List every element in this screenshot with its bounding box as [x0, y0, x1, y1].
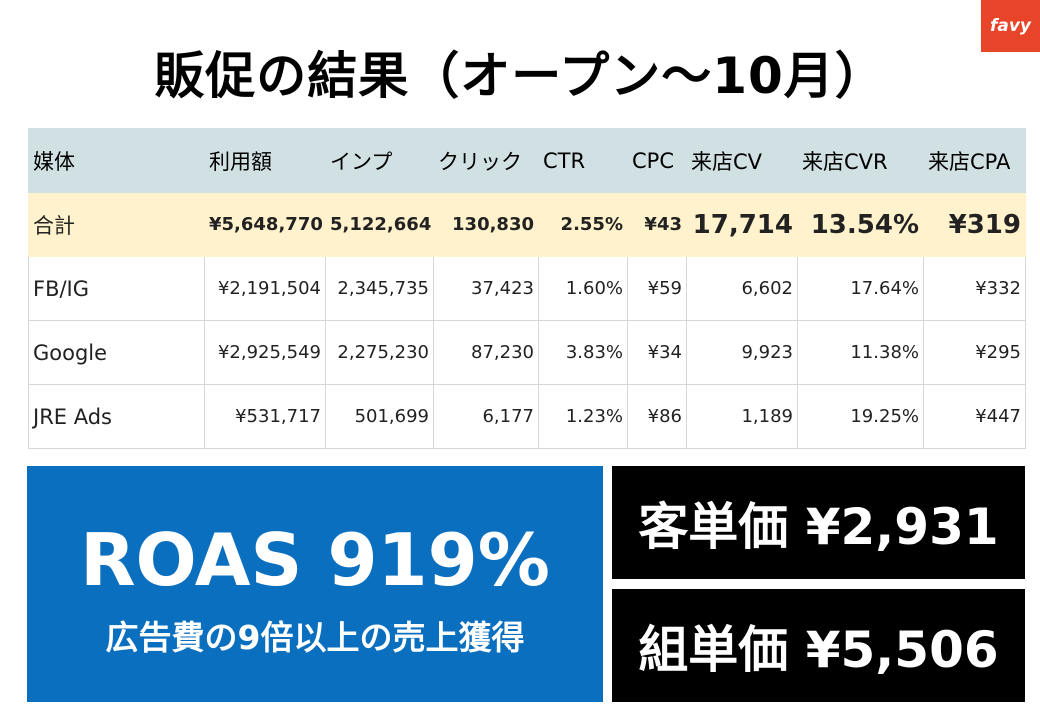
row-cpc: ¥34 [627, 320, 687, 385]
favy-logo: favy [981, 0, 1040, 52]
row-ctr: 3.83% [538, 320, 628, 385]
row-clicks: 37,423 [433, 256, 539, 321]
row-impressions: 2,275,230 [325, 320, 434, 385]
table-row: JRE Ads ¥531,717 501,699 6,177 1.23% ¥86… [28, 384, 1026, 449]
row-cpc: ¥59 [627, 256, 687, 321]
row-visit-cv: 6,602 [686, 256, 798, 321]
header-visit-cvr: 来店CVR [797, 128, 924, 193]
header-visit-cv: 来店CV [686, 128, 798, 193]
avg-group-spend-box: 組単価 ¥5,506 [612, 589, 1025, 702]
row-visit-cpa: ¥332 [923, 256, 1026, 321]
row-impressions: 501,699 [325, 384, 434, 449]
total-row: 合計 ¥5,648,770 5,122,664 130,830 2.55% ¥4… [28, 192, 1026, 257]
row-visit-cvr: 19.25% [797, 384, 924, 449]
total-label: 合計 [28, 192, 205, 257]
row-ctr: 1.23% [538, 384, 628, 449]
header-cpc: CPC [627, 128, 687, 193]
row-visit-cv: 1,189 [686, 384, 798, 449]
roas-panel: ROAS 919% 広告費の9倍以上の売上獲得 [27, 466, 603, 702]
row-media: JRE Ads [28, 384, 205, 449]
avg-customer-spend-box: 客単価 ¥2,931 [612, 466, 1025, 579]
row-cpc: ¥86 [627, 384, 687, 449]
header-impressions: インプ [325, 128, 434, 193]
row-clicks: 87,230 [433, 320, 539, 385]
row-media: FB/IG [28, 256, 205, 321]
table-row: FB/IG ¥2,191,504 2,345,735 37,423 1.60% … [28, 256, 1026, 321]
row-visit-cvr: 17.64% [797, 256, 924, 321]
row-clicks: 6,177 [433, 384, 539, 449]
avg-customer-spend-text: 客単価 ¥2,931 [638, 497, 999, 556]
row-impressions: 2,345,735 [325, 256, 434, 321]
header-spend: 利用額 [204, 128, 326, 193]
header-clicks: クリック [433, 128, 539, 193]
roas-caption: 広告費の9倍以上の売上獲得 [105, 618, 525, 657]
total-visit-cpa: ¥319 [923, 192, 1026, 257]
row-visit-cv: 9,923 [686, 320, 798, 385]
header-media: 媒体 [28, 128, 205, 193]
total-impressions: 5,122,664 [325, 192, 434, 257]
total-visit-cvr: 13.54% [797, 192, 924, 257]
header-visit-cpa: 来店CPA [923, 128, 1026, 193]
total-clicks: 130,830 [433, 192, 539, 257]
roas-value: ROAS 919% [80, 518, 550, 602]
row-spend: ¥2,925,549 [204, 320, 326, 385]
total-cpc: ¥43 [627, 192, 687, 257]
row-visit-cpa: ¥447 [923, 384, 1026, 449]
page-title: 販促の結果（オープン〜10月） [154, 47, 886, 105]
row-visit-cpa: ¥295 [923, 320, 1026, 385]
row-media: Google [28, 320, 205, 385]
header-row: 媒体 利用額 インプ クリック CTR CPC 来店CV 来店CVR 来店CPA [28, 128, 1026, 193]
row-spend: ¥2,191,504 [204, 256, 326, 321]
row-ctr: 1.60% [538, 256, 628, 321]
total-ctr: 2.55% [538, 192, 628, 257]
total-spend: ¥5,648,770 [204, 192, 326, 257]
header-ctr: CTR [538, 128, 628, 193]
row-spend: ¥531,717 [204, 384, 326, 449]
results-table: 媒体 利用額 インプ クリック CTR CPC 来店CV 来店CVR 来店CPA… [28, 128, 1026, 449]
total-visit-cv: 17,714 [686, 192, 798, 257]
row-visit-cvr: 11.38% [797, 320, 924, 385]
avg-group-spend-text: 組単価 ¥5,506 [638, 620, 999, 679]
table-row: Google ¥2,925,549 2,275,230 87,230 3.83%… [28, 320, 1026, 385]
